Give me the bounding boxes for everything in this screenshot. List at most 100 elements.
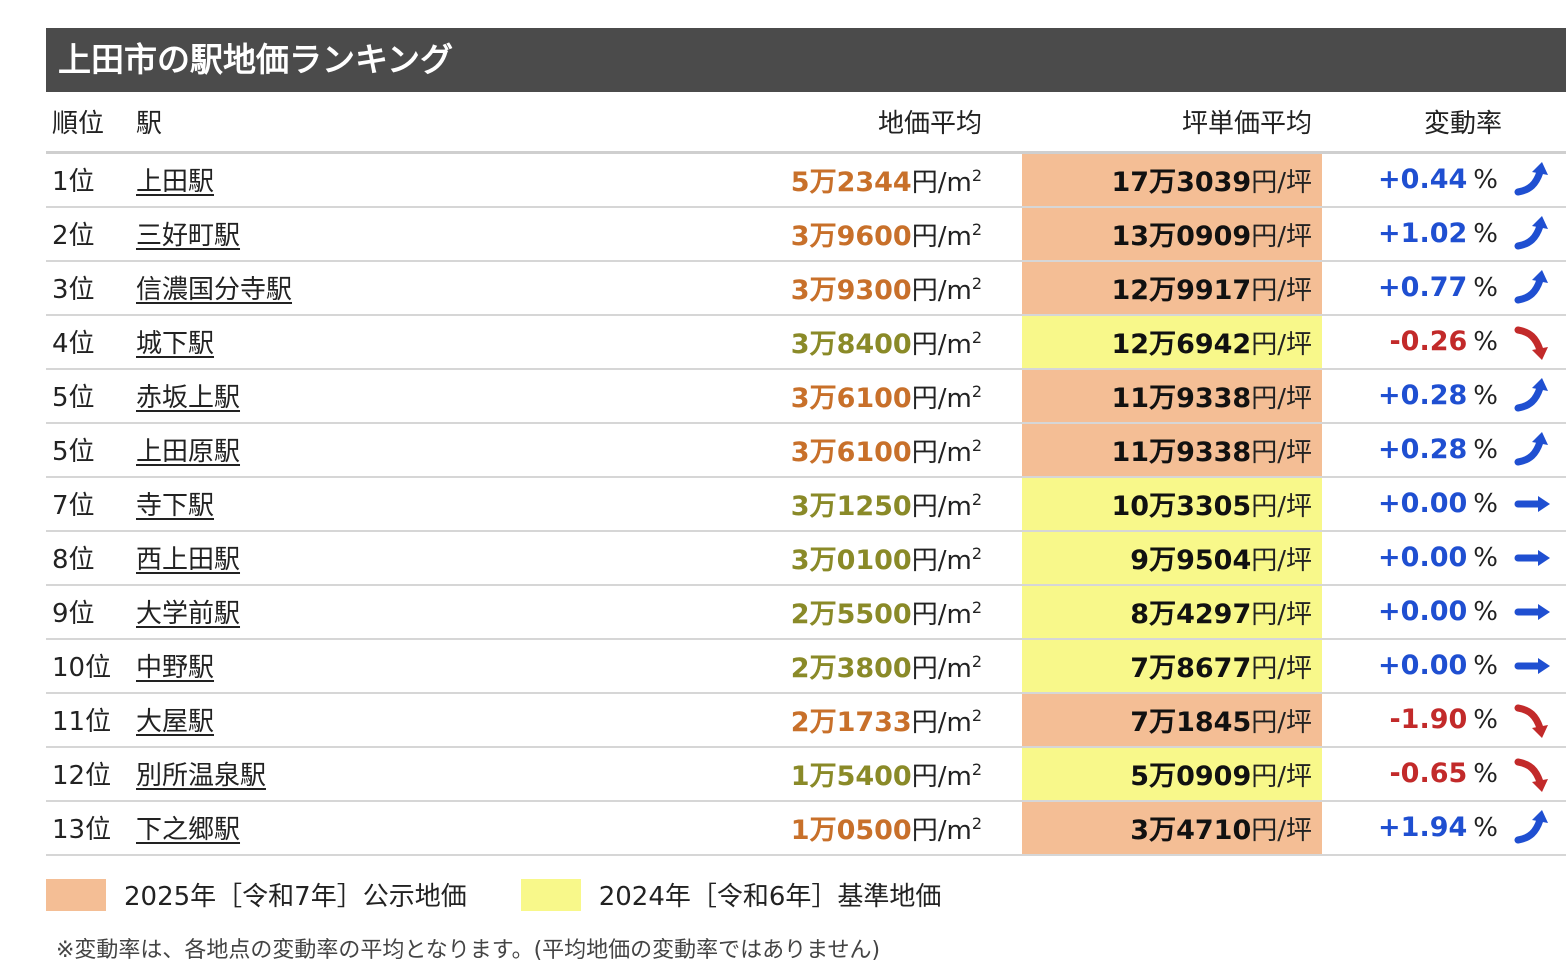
rate-unit: % [1473, 813, 1498, 843]
table-row: 12位 別所温泉駅 1万5400円/m2 5万0909円/坪 -0.65% [46, 746, 1566, 802]
price-value: 5万2344 [790, 167, 912, 198]
legend-swatch-kijun [520, 878, 581, 911]
rate-cell: +0.44% [1322, 152, 1502, 208]
price-cell: 1万0500円/m2 [696, 800, 1022, 856]
rate-cell: +0.00% [1322, 584, 1502, 640]
rate-unit: % [1473, 597, 1498, 627]
rate-cell: +0.28% [1322, 422, 1502, 478]
arrow-up-icon [1502, 800, 1566, 856]
station-cell: 上田原駅 [136, 422, 696, 478]
price-unit-superscript: 2 [971, 328, 982, 347]
table-row: 5位 上田原駅 3万6100円/m2 11万9338円/坪 +0.28% [46, 422, 1566, 478]
tsubo-value: 12万9917 [1111, 275, 1252, 306]
price-unit-superscript: 2 [971, 490, 982, 509]
rate-value: +0.00 [1378, 488, 1468, 519]
price-unit: 円/m [911, 816, 972, 846]
tsubo-unit: 円/坪 [1251, 600, 1312, 630]
rate-unit: % [1473, 381, 1498, 411]
station-link[interactable]: 別所温泉駅 [136, 761, 267, 791]
table-row: 13位 下之郷駅 1万0500円/m2 3万4710円/坪 +1.94% [46, 800, 1566, 856]
rate-cell: -1.90% [1322, 692, 1502, 748]
arrow-up-icon [1502, 422, 1566, 478]
price-unit-superscript: 2 [971, 220, 982, 239]
tsubo-cell: 11万9338円/坪 [1022, 422, 1322, 478]
arrow-right-icon [1502, 476, 1566, 532]
station-cell: 大屋駅 [136, 692, 696, 748]
price-value: 3万6100 [790, 383, 912, 414]
arrow-up-icon [1502, 368, 1566, 424]
rate-unit: % [1473, 489, 1498, 519]
arrow-up-icon [1502, 206, 1566, 262]
price-unit-superscript: 2 [971, 760, 982, 779]
tsubo-cell: 9万9504円/坪 [1022, 530, 1322, 586]
price-value: 3万9300 [790, 275, 912, 306]
rank-cell: 12位 [46, 746, 136, 802]
tsubo-value: 9万9504 [1130, 545, 1252, 576]
station-cell: 西上田駅 [136, 530, 696, 586]
arrow-right-icon [1502, 584, 1566, 640]
price-cell: 3万6100円/m2 [696, 422, 1022, 478]
price-cell: 2万5500円/m2 [696, 584, 1022, 640]
price-unit-superscript: 2 [971, 652, 982, 671]
arrow-up-icon [1502, 152, 1566, 208]
header-tsubo: 坪単価平均 [1022, 92, 1322, 154]
tsubo-unit: 円/坪 [1251, 438, 1312, 468]
station-link[interactable]: 下之郷駅 [136, 815, 241, 845]
arrow-up-icon [1502, 260, 1566, 316]
station-link[interactable]: 城下駅 [136, 329, 215, 359]
tsubo-cell: 8万4297円/坪 [1022, 584, 1322, 640]
rate-value: -0.65 [1389, 758, 1468, 789]
price-unit-superscript: 2 [971, 436, 982, 455]
station-link[interactable]: 大屋駅 [136, 707, 215, 737]
station-link[interactable]: 西上田駅 [136, 545, 241, 575]
tsubo-unit: 円/坪 [1251, 762, 1312, 792]
rate-value: +0.00 [1378, 650, 1468, 681]
page-title: 上田市の駅地価ランキング [46, 28, 1566, 92]
table-row: 3位 信濃国分寺駅 3万9300円/m2 12万9917円/坪 +0.77% [46, 260, 1566, 316]
legend-swatch-koji [46, 878, 106, 911]
station-link[interactable]: 赤坂上駅 [136, 383, 241, 413]
price-unit: 円/m [911, 222, 972, 252]
tsubo-value: 7万8677 [1130, 653, 1252, 684]
station-link[interactable]: 信濃国分寺駅 [136, 275, 293, 305]
price-unit: 円/m [911, 492, 972, 522]
station-link[interactable]: 中野駅 [136, 653, 215, 683]
table-row: 10位 中野駅 2万3800円/m2 7万8677円/坪 +0.00% [46, 638, 1566, 694]
rank-cell: 5位 [46, 368, 136, 424]
legend: 2025年［令和7年］公示地価 2024年［令和6年］基準地価 [46, 878, 1566, 912]
station-link[interactable]: 三好町駅 [136, 221, 241, 251]
table-row: 9位 大学前駅 2万5500円/m2 8万4297円/坪 +0.00% [46, 584, 1566, 640]
arrow-right-icon [1502, 638, 1566, 694]
station-link[interactable]: 大学前駅 [136, 599, 241, 629]
tsubo-unit: 円/坪 [1251, 546, 1312, 576]
price-unit: 円/m [911, 546, 972, 576]
tsubo-cell: 7万1845円/坪 [1022, 692, 1322, 748]
rank-cell: 10位 [46, 638, 136, 694]
table-row: 7位 寺下駅 3万1250円/m2 10万3305円/坪 +0.00% [46, 476, 1566, 532]
rate-unit: % [1473, 705, 1498, 735]
tsubo-unit: 円/坪 [1251, 816, 1312, 846]
table-row: 11位 大屋駅 2万1733円/m2 7万1845円/坪 -1.90% [46, 692, 1566, 748]
tsubo-cell: 13万0909円/坪 [1022, 206, 1322, 262]
station-cell: 寺下駅 [136, 476, 696, 532]
station-link[interactable]: 寺下駅 [136, 491, 215, 521]
price-value: 3万0100 [790, 545, 912, 576]
tsubo-value: 17万3039 [1111, 167, 1252, 198]
rate-unit: % [1473, 327, 1498, 357]
table-row: 4位 城下駅 3万8400円/m2 12万6942円/坪 -0.26% [46, 314, 1566, 370]
price-unit-superscript: 2 [971, 706, 982, 725]
rate-value: +1.94 [1378, 812, 1468, 843]
station-cell: 赤坂上駅 [136, 368, 696, 424]
tsubo-cell: 10万3305円/坪 [1022, 476, 1322, 532]
price-value: 3万9600 [790, 221, 912, 252]
price-cell: 3万6100円/m2 [696, 368, 1022, 424]
rate-unit: % [1473, 435, 1498, 465]
header-rank: 順位 [46, 92, 136, 154]
price-value: 1万0500 [790, 815, 912, 846]
footnote: ※変動率は、各地点の変動率の平均となります。(平均地価の変動率ではありません) [56, 937, 881, 963]
rate-cell: +0.00% [1322, 638, 1502, 694]
station-link[interactable]: 上田原駅 [136, 437, 241, 467]
price-unit: 円/m [911, 654, 972, 684]
table-header-row: 順位 駅 地価平均 坪単価平均 変動率 [46, 92, 1566, 154]
station-link[interactable]: 上田駅 [136, 167, 215, 197]
